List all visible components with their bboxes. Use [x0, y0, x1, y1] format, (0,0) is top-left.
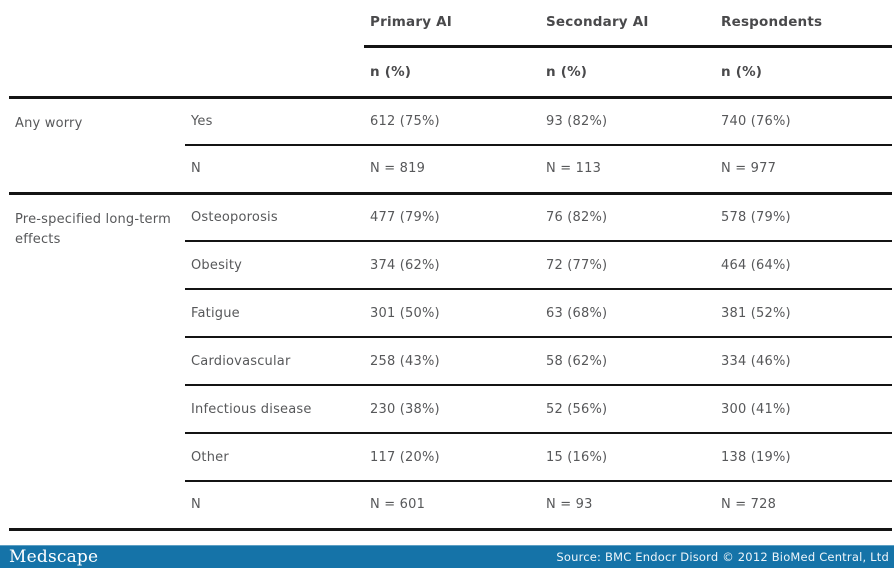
subheader-respondents-n-pct: n (%) [715, 46, 892, 99]
table-row: Other 117 (20%) 15 (16%) 138 (19%) [9, 433, 892, 482]
value-cell: 138 (19%) [715, 433, 892, 482]
col-header-respondents: Respondents [715, 0, 892, 48]
value-cell: N = 728 [715, 481, 892, 531]
value-cell: 230 (38%) [364, 385, 540, 434]
column-header-row: Primary AI Secondary AI Respondents [9, 0, 892, 48]
footer-bar: Medscape Source: BMC Endocr Disord © 201… [0, 544, 894, 568]
table-row: Cardiovascular 258 (43%) 58 (62%) 334 (46%) [9, 337, 892, 386]
value-cell: 740 (76%) [715, 97, 892, 146]
medscape-logo: Medscape [9, 547, 99, 567]
value-cell: 464 (64%) [715, 241, 892, 290]
table-row: Obesity 374 (62%) 72 (77%) 464 (64%) [9, 241, 892, 290]
row-label: Osteoporosis [185, 193, 364, 242]
source-attribution: Source: BMC Endocr Disord © 2012 BioMed … [556, 549, 889, 564]
worry-table: Primary AI Secondary AI Respondents n (%… [9, 0, 892, 531]
header-spacer [9, 0, 364, 46]
value-cell: N = 977 [715, 145, 892, 195]
value-cell: 63 (68%) [540, 289, 715, 338]
value-cell: 72 (77%) [540, 241, 715, 290]
row-label: Cardiovascular [185, 337, 364, 386]
subheader-secondary-n-pct: n (%) [540, 46, 715, 99]
subheader-spacer [9, 46, 364, 99]
row-label: Fatigue [185, 289, 364, 338]
row-label: Yes [185, 97, 364, 146]
subheader-primary-n-pct: n (%) [364, 46, 540, 99]
value-cell: N = 601 [364, 481, 540, 531]
table-row: Fatigue 301 (50%) 63 (68%) 381 (52%) [9, 289, 892, 338]
section-label: Pre-specified long-term effects [9, 193, 185, 531]
value-cell: 578 (79%) [715, 193, 892, 242]
subheader-row: n (%) n (%) n (%) [9, 46, 892, 99]
value-cell: 301 (50%) [364, 289, 540, 338]
col-header-secondary-ai: Secondary AI [540, 0, 715, 48]
value-cell: 58 (62%) [540, 337, 715, 386]
value-cell: 258 (43%) [364, 337, 540, 386]
value-cell: 93 (82%) [540, 97, 715, 146]
value-cell: 300 (41%) [715, 385, 892, 434]
table-row: Pre-specified long-term effects Osteoporo… [9, 193, 892, 531]
value-cell: 117 (20%) [364, 433, 540, 482]
section-label: Any worry [9, 97, 185, 195]
row-label: Obesity [185, 241, 364, 290]
row-label: N [185, 145, 364, 195]
value-cell: N = 113 [540, 145, 715, 195]
value-cell: 52 (56%) [540, 385, 715, 434]
value-cell: 76 (82%) [540, 193, 715, 242]
row-label: Infectious disease [185, 385, 364, 434]
value-cell: 15 (16%) [540, 433, 715, 482]
row-label: Other [185, 433, 364, 482]
table-row: Any worry Yes 612 (75%) 93 (82%) 740 (76%) [9, 97, 892, 195]
row-label: N [185, 481, 364, 531]
col-header-primary-ai: Primary AI [364, 0, 540, 48]
value-cell: 477 (79%) [364, 193, 540, 242]
value-cell: 374 (62%) [364, 241, 540, 290]
worry-table-wrap: Primary AI Secondary AI Respondents n (%… [9, 0, 892, 531]
value-cell: 381 (52%) [715, 289, 892, 338]
table-row: Infectious disease 230 (38%) 52 (56%) 300 (… [9, 385, 892, 434]
value-cell: N = 93 [540, 481, 715, 531]
value-cell: 334 (46%) [715, 337, 892, 386]
value-cell: 612 (75%) [364, 97, 540, 146]
value-cell: N = 819 [364, 145, 540, 195]
